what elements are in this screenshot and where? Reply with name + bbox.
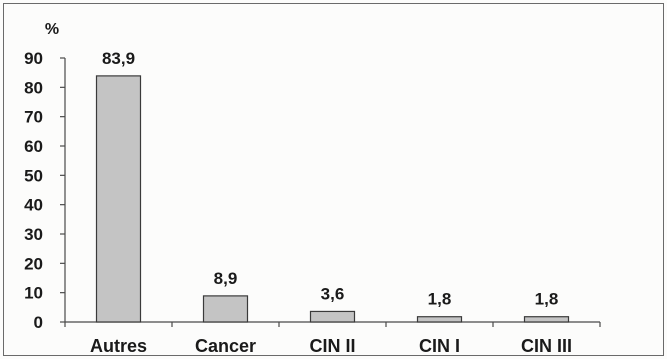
data-label: 8,9	[214, 269, 238, 288]
category-label: Autres	[90, 336, 147, 356]
bar-autres	[95, 75, 142, 323]
data-labels: 83,9 8,9 3,6 1,8 1,8	[102, 49, 558, 309]
y-ticks: 0 10 20 30 40 50 60 70 80 90	[24, 49, 65, 332]
data-label: 3,6	[321, 284, 345, 303]
data-label: 1,8	[428, 290, 452, 309]
y-tick-label: 80	[24, 78, 43, 97]
category-label: CIN I	[419, 336, 460, 356]
data-label: 83,9	[102, 49, 135, 68]
y-axis-unit-label: %	[45, 21, 59, 38]
y-tick-label: 10	[24, 284, 43, 303]
category-label: Cancer	[195, 336, 256, 356]
y-tick-label: 60	[24, 137, 43, 156]
y-tick-label: 70	[24, 108, 43, 127]
y-tick-label: 90	[24, 49, 43, 68]
bar-cin-i	[416, 316, 463, 323]
y-tick-label: 50	[24, 166, 43, 185]
chart-border	[3, 3, 664, 356]
bar-cin-iii	[523, 316, 570, 323]
category-labels: Autres Cancer CIN II CIN I CIN III	[90, 336, 572, 356]
bar-cancer	[202, 295, 249, 323]
category-label: CIN III	[521, 336, 572, 356]
y-tick-label: 0	[34, 313, 43, 332]
y-tick-label: 40	[24, 196, 43, 215]
bar-cin-ii	[309, 310, 356, 323]
category-label: CIN II	[309, 336, 355, 356]
data-label: 1,8	[535, 290, 559, 309]
y-tick-label: 20	[24, 254, 43, 273]
y-tick-label: 30	[24, 225, 43, 244]
bars	[95, 75, 570, 323]
